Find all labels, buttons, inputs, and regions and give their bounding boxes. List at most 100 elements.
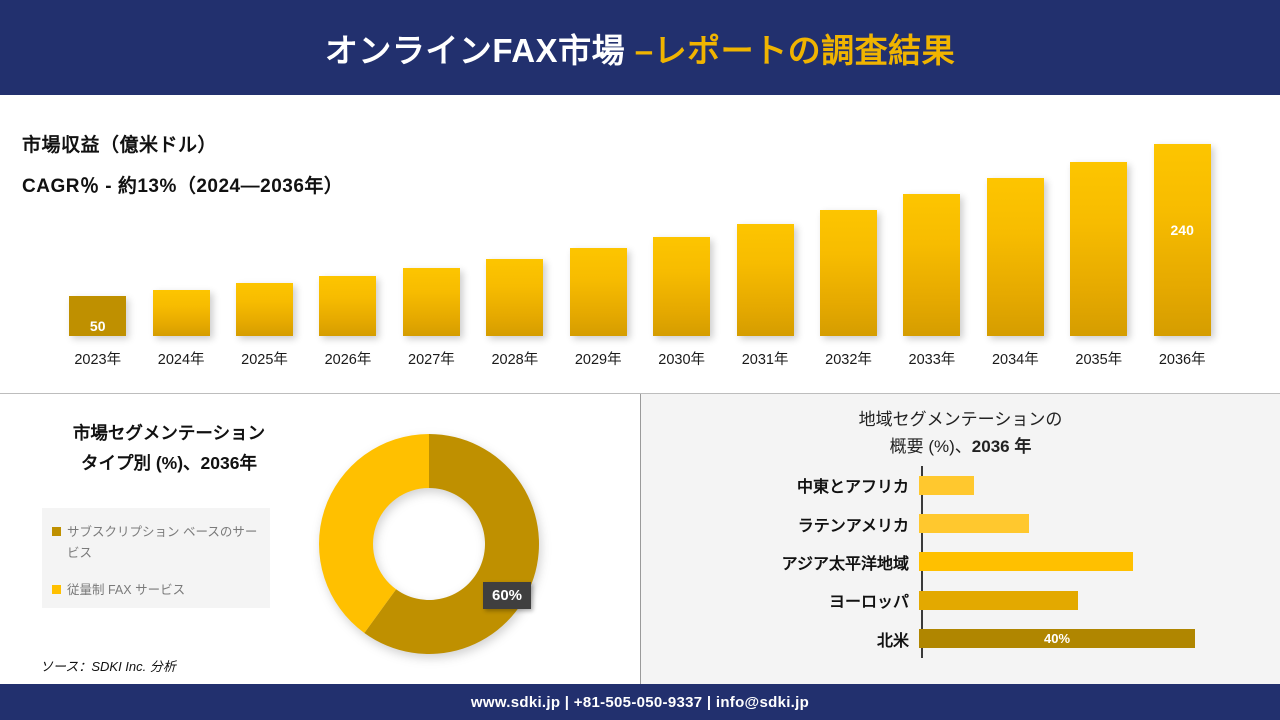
revenue-bar xyxy=(903,193,961,336)
source-note: ソース：SDKI Inc. 分析 xyxy=(40,659,176,674)
revenue-column-chart: 市場収益（億米ドル） CAGR％ - 約13%（2024―2036年） 50 24… xyxy=(0,95,1280,393)
legend-swatch-icon xyxy=(52,585,61,594)
revenue-bar-slot xyxy=(306,136,389,336)
regional-bar-wrap: 40% xyxy=(919,620,1195,658)
revenue-bar-slot xyxy=(1057,136,1140,336)
regional-bar[interactable] xyxy=(919,552,1133,572)
revenue-x-label: 2033年 xyxy=(908,352,956,368)
horizontal-divider xyxy=(0,393,1280,394)
revenue-bar-slot xyxy=(223,136,306,336)
revenue-bar xyxy=(736,224,794,336)
page-header: オンラインFAX市場 –レポートの調査結果 xyxy=(0,0,1280,95)
page-title-main: オンラインFAX市場 xyxy=(324,31,635,69)
revenue-bar xyxy=(820,209,877,336)
regional-bar-row: ヨーロッパ xyxy=(641,581,1280,619)
regional-bar[interactable] xyxy=(919,514,1030,534)
donut-svg xyxy=(319,434,539,654)
revenue-bar xyxy=(986,177,1044,336)
donut-legend-item[interactable]: 従量制 FAX サービス xyxy=(52,580,260,601)
regional-bar-panel: 地域セグメンテーションの 概要 (%)、2036 年 中東とアフリカ ラテンアメリ… xyxy=(641,394,1280,684)
donut-legend-label: 従量制 FAX サービス xyxy=(67,583,186,597)
regional-category-label: アジア太平洋地域 xyxy=(781,555,909,573)
segmentation-donut-panel: 市場セグメンテーション タイプ別 (%)、2036年 サブスクリプション ベース… xyxy=(0,394,640,684)
revenue-bar-slot xyxy=(723,136,806,336)
donut-legend-label: サブスクリプション ベースのサービス xyxy=(67,525,258,560)
revenue-bar xyxy=(319,276,377,336)
revenue-bar xyxy=(402,268,460,336)
regional-title-suffix: 年 xyxy=(1009,437,1032,456)
revenue-x-label: 2036年 xyxy=(1158,352,1206,368)
legend-swatch-icon xyxy=(52,527,61,536)
revenue-bar: 240 xyxy=(1153,144,1211,336)
page-title: オンラインFAX市場 –レポートの調査結果 xyxy=(325,24,955,72)
revenue-bar-slot xyxy=(974,136,1057,336)
revenue-plot-area: 50 240 2023年 2024年 2025年 2026年 2027年 2028年 2029… xyxy=(0,95,1280,393)
revenue-x-label: 2027年 xyxy=(408,352,455,368)
regional-bar-row: ラテンアメリカ xyxy=(641,504,1280,542)
regional-bar[interactable] xyxy=(919,590,1078,610)
regional-bar-row: 中東とアフリカ xyxy=(641,466,1280,504)
revenue-bar xyxy=(236,283,294,336)
revenue-x-label: 2029年 xyxy=(574,352,622,368)
regional-category-label: 中東とアフリカ xyxy=(796,479,909,497)
donut-title-line1: 市場セグメンテーション xyxy=(72,423,266,443)
revenue-bar-slot: 50 xyxy=(56,136,139,336)
regional-bar-wrap xyxy=(919,581,1078,619)
revenue-bar-value: 50 xyxy=(89,318,106,334)
page-title-accent: –レポートの調査結果 xyxy=(634,31,956,69)
regional-bar-value: 40% xyxy=(1043,631,1071,647)
revenue-bar-slot xyxy=(390,136,473,336)
revenue-chart-title-block: 市場収益（億米ドル） CAGR％ - 約13%（2024―2036年） xyxy=(22,130,343,198)
revenue-x-label: 2034年 xyxy=(991,352,1039,368)
revenue-bar-slot xyxy=(139,136,222,336)
revenue-x-label: 2026年 xyxy=(324,352,372,368)
regional-bar-row: アジア太平洋地域 xyxy=(641,543,1280,581)
regional-title-line2: 概要 (%)、2036 年 xyxy=(641,433,1280,460)
revenue-bar-slot xyxy=(557,136,640,336)
regional-bar[interactable]: 40% xyxy=(919,629,1195,649)
regional-category-label: ラテンアメリカ xyxy=(797,517,909,535)
revenue-chart-subtitle: CAGR％ - 約13%（2024―2036年） xyxy=(22,176,344,197)
revenue-bar xyxy=(569,248,627,336)
regional-bar-row: 北米 40% xyxy=(641,620,1280,658)
revenue-x-label: 2023年 xyxy=(74,352,122,368)
revenue-x-label: 2024年 xyxy=(157,352,205,368)
revenue-x-label: 2031年 xyxy=(741,352,789,368)
regional-bar-wrap xyxy=(919,466,975,504)
revenue-bar xyxy=(152,289,210,336)
revenue-bar-slot xyxy=(890,136,973,336)
donut-value-badge: 60% xyxy=(483,582,532,609)
regional-chart-title: 地域セグメンテーションの 概要 (%)、2036 年 xyxy=(641,406,1280,460)
donut-slice[interactable] xyxy=(319,434,429,633)
page-footer: www.sdki.jp | +81-505-050-9337 | info@sd… xyxy=(0,684,1280,720)
vertical-divider xyxy=(640,394,641,684)
footer-contact: www.sdki.jp | +81-505-050-9337 | info@sd… xyxy=(470,693,810,711)
donut-title: 市場セグメンテーション タイプ別 (%)、2036年 xyxy=(34,418,304,478)
donut-legend: サブスクリプション ベースのサービス従量制 FAX サービス xyxy=(42,508,270,608)
regional-bar-wrap xyxy=(919,504,1030,542)
revenue-x-label: 2032年 xyxy=(825,352,872,368)
regional-bar[interactable] xyxy=(919,475,975,495)
revenue-x-label: 2030年 xyxy=(658,352,706,368)
revenue-bar-slot xyxy=(640,136,723,336)
revenue-bar-slot xyxy=(473,136,556,336)
revenue-x-label: 2028年 xyxy=(491,352,539,368)
revenue-bars: 50 240 xyxy=(56,136,1224,336)
revenue-chart-title: 市場収益（億米ドル） xyxy=(22,135,218,156)
regional-category-label: 北米 xyxy=(876,632,909,650)
regional-bar-wrap xyxy=(919,543,1133,581)
revenue-bar-slot xyxy=(807,136,890,336)
revenue-bar xyxy=(1070,161,1128,336)
donut-chart: 60% xyxy=(303,422,559,672)
revenue-bar xyxy=(653,236,711,336)
regional-title-year: 2036 xyxy=(971,437,1010,456)
regional-title-prefix: 概要 (%)、 xyxy=(889,437,972,456)
revenue-bar-slot: 240 xyxy=(1140,136,1223,336)
revenue-x-label: 2035年 xyxy=(1075,352,1123,368)
regional-plot-area: 中東とアフリカ ラテンアメリカアジア太平洋地域ヨーロッパ北米 40% xyxy=(641,466,1280,666)
revenue-x-axis-labels: 2023年 2024年 2025年 2026年 2027年 2028年 2029年 2030年… xyxy=(56,348,1224,369)
donut-legend-item[interactable]: サブスクリプション ベースのサービス xyxy=(52,522,260,564)
donut-title-line2: タイプ別 (%)、2036年 xyxy=(80,453,257,473)
revenue-x-label: 2025年 xyxy=(241,352,288,368)
revenue-bar: 50 xyxy=(69,296,127,336)
